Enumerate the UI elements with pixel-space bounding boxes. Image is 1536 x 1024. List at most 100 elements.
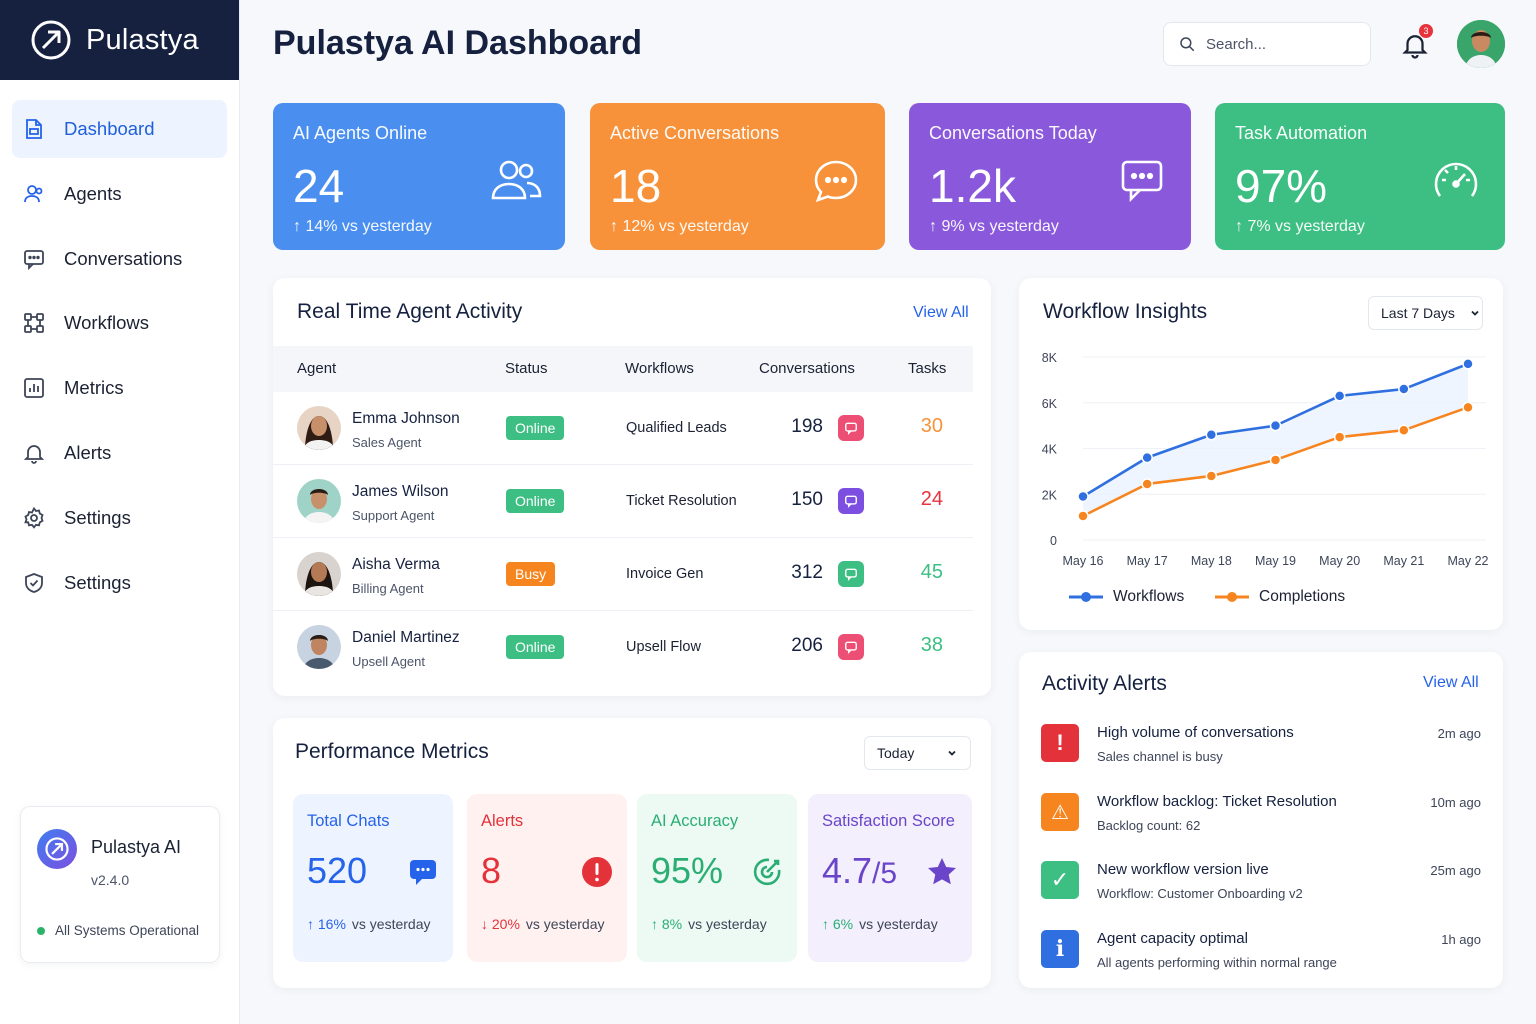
users-icon bbox=[24, 184, 43, 202]
table-row[interactable]: James Wilson Support Agent Online Ticket… bbox=[273, 465, 973, 538]
user-avatar[interactable] bbox=[1457, 20, 1505, 68]
performance-range-value: Today bbox=[877, 745, 915, 761]
legend-label: Completions bbox=[1259, 588, 1346, 605]
kpi-change: ↑ 9% vs yesterday bbox=[929, 218, 1059, 235]
metric-change-value: ↑ 6% bbox=[822, 916, 854, 932]
table-row[interactable]: Emma Johnson Sales Agent Online Qualifie… bbox=[273, 392, 973, 465]
system-status-card: Pulastya AI v2.4.0 All Systems Operation… bbox=[20, 806, 220, 963]
metric-change-value: ↑ 16% bbox=[307, 916, 346, 932]
workflow-insights-chart: 0 2K 4K 6K 8K May 16 May 17 May 18 May 19 May 20 M… bbox=[1042, 351, 1489, 568]
sidebar-item-alerts[interactable]: Alerts bbox=[12, 424, 227, 482]
table-row[interactable]: Aisha Verma Billing Agent Busy Invoice G… bbox=[273, 538, 973, 611]
chat-icon[interactable] bbox=[838, 634, 864, 660]
metric-title: Satisfaction Score bbox=[822, 812, 955, 830]
pulastya-logo-icon bbox=[31, 20, 71, 60]
kpi-card-conversations-today[interactable]: Conversations Today 1.2k ↑ 9% vs yesterd… bbox=[909, 103, 1191, 250]
search-input[interactable] bbox=[1206, 35, 1356, 53]
metric-card-satisfaction-score[interactable]: Satisfaction Score 4.7/5 ↑ 6% vs yesterda… bbox=[808, 794, 972, 962]
sidebar-item-label: Settings bbox=[64, 506, 131, 528]
sidebar-item-label: Conversations bbox=[64, 247, 183, 269]
agent-workflow: Qualified Leads bbox=[626, 420, 727, 436]
alerts-view-all-link[interactable]: View All bbox=[1423, 674, 1479, 691]
metric-value: 4.7/5 bbox=[822, 850, 897, 892]
alert-item[interactable]: ✓ New workflow version live Workflow: Cu… bbox=[1041, 861, 1481, 921]
sidebar-item-metrics[interactable]: Metrics bbox=[12, 359, 227, 417]
performance-metrics-card: Performance Metrics Today Total Chats 52… bbox=[273, 718, 991, 988]
metric-change-text: vs yesterday bbox=[688, 916, 767, 932]
kpi-card-task-automation[interactable]: Task Automation 97% ↑ 7% vs yesterday bbox=[1215, 103, 1505, 250]
kpi-title: Conversations Today bbox=[929, 123, 1097, 143]
metric-card-alerts[interactable]: Alerts 8 ↓ 20% vs yesterday bbox=[467, 794, 627, 962]
table-row[interactable]: Daniel Martinez Upsell Agent Online Upse… bbox=[273, 611, 973, 684]
legend-item-workflows[interactable]: Workflows bbox=[1069, 588, 1184, 606]
agent-tasks: 24 bbox=[920, 488, 943, 510]
performance-range-select[interactable]: Today bbox=[864, 736, 971, 770]
metric-change-value: ↓ 20% bbox=[481, 916, 520, 932]
alert-item[interactable]: ⚠ Workflow backlog: Ticket Resolution Ba… bbox=[1041, 793, 1481, 853]
system-name: Pulastya AI bbox=[91, 837, 182, 857]
metric-change-text: vs yesterday bbox=[525, 916, 605, 932]
alert-item[interactable]: i Agent capacity optimal All agents perf… bbox=[1041, 930, 1481, 990]
alert-title: New workflow version live bbox=[1097, 861, 1269, 878]
chat-icon[interactable] bbox=[838, 488, 864, 514]
avatar bbox=[297, 552, 341, 596]
users-icon bbox=[491, 160, 542, 200]
column-header-conversations[interactable]: Conversations bbox=[759, 360, 855, 377]
chat-icon[interactable] bbox=[838, 561, 864, 587]
chat-bubble-icon bbox=[814, 160, 858, 203]
brand[interactable]: Pulastya bbox=[0, 0, 239, 80]
agent-role: Upsell Agent bbox=[352, 654, 425, 669]
column-header-workflows[interactable]: Workflows bbox=[625, 360, 694, 377]
check-icon: ✓ bbox=[1041, 861, 1079, 899]
kpi-card-active-conversations[interactable]: Active Conversations 18 ↑ 12% vs yesterd… bbox=[590, 103, 885, 250]
x-tick-label: May 21 bbox=[1383, 554, 1424, 568]
activity-view-all-link[interactable]: View All bbox=[913, 304, 969, 321]
avatar bbox=[297, 625, 341, 669]
data-point-completions bbox=[1141, 478, 1153, 490]
agent-activity-title: Real Time Agent Activity bbox=[297, 300, 523, 323]
status-badge: Online bbox=[506, 635, 565, 659]
agent-tasks: 45 bbox=[920, 561, 943, 583]
agent-role: Sales Agent bbox=[352, 435, 422, 450]
notification-count-badge: 3 bbox=[1419, 24, 1433, 38]
workflow-insights-title: Workflow Insights bbox=[1043, 300, 1208, 323]
column-header-tasks[interactable]: Tasks bbox=[908, 360, 947, 377]
insights-range-select[interactable]: Last 7 Days bbox=[1368, 296, 1483, 330]
metric-card-total-chats[interactable]: Total Chats 520 ↑ 16% vs yesterday bbox=[293, 794, 453, 962]
sidebar-item-workflows[interactable]: Workflows bbox=[12, 294, 227, 352]
notifications-bell-icon[interactable] bbox=[1400, 30, 1430, 60]
sidebar-item-security-settings[interactable]: Settings bbox=[12, 554, 227, 612]
legend-line-completions-icon bbox=[1215, 592, 1249, 602]
pulastya-logo-icon bbox=[37, 829, 77, 869]
data-point-workflows bbox=[1462, 358, 1474, 370]
alert-item[interactable]: ! High volume of conversations Sales cha… bbox=[1041, 724, 1481, 784]
data-point-workflows bbox=[1141, 451, 1153, 464]
search-icon bbox=[1180, 37, 1195, 52]
sidebar-item-label: Workflows bbox=[64, 312, 149, 334]
performance-metrics-title: Performance Metrics bbox=[295, 740, 489, 763]
sidebar-item-conversations[interactable]: Conversations bbox=[12, 230, 227, 288]
star-icon bbox=[928, 858, 956, 885]
metric-change-text: vs yesterday bbox=[859, 916, 938, 932]
legend-item-completions[interactable]: Completions bbox=[1215, 588, 1345, 606]
table-header: Agent Status Workflows Conversations Tas… bbox=[273, 346, 973, 392]
column-header-status[interactable]: Status bbox=[505, 360, 548, 377]
kpi-card-agents-online[interactable]: AI Agents Online 24 ↑ 14% vs yesterday bbox=[273, 103, 565, 250]
data-point-completions bbox=[1398, 424, 1410, 436]
sidebar-item-dashboard[interactable]: Dashboard bbox=[12, 100, 227, 158]
chat-icon[interactable] bbox=[838, 415, 864, 441]
kpi-title: Task Automation bbox=[1235, 123, 1368, 143]
info-icon: i bbox=[1041, 930, 1079, 968]
agent-tasks: 30 bbox=[920, 415, 943, 437]
agent-conversations: 312 bbox=[791, 562, 823, 583]
search-box[interactable] bbox=[1163, 22, 1371, 66]
metric-card-ai-accuracy[interactable]: AI Accuracy 95% ↑ 8% vs yesterday bbox=[637, 794, 797, 962]
x-tick-label: May 18 bbox=[1191, 554, 1232, 568]
avatar bbox=[297, 406, 341, 450]
sidebar-item-agents[interactable]: Agents bbox=[12, 165, 227, 223]
sidebar-item-settings[interactable]: Settings bbox=[12, 489, 227, 547]
metric-title: AI Accuracy bbox=[651, 812, 739, 830]
gear-icon bbox=[24, 506, 44, 529]
column-header-agent[interactable]: Agent bbox=[297, 360, 337, 377]
agent-role: Billing Agent bbox=[352, 581, 424, 596]
